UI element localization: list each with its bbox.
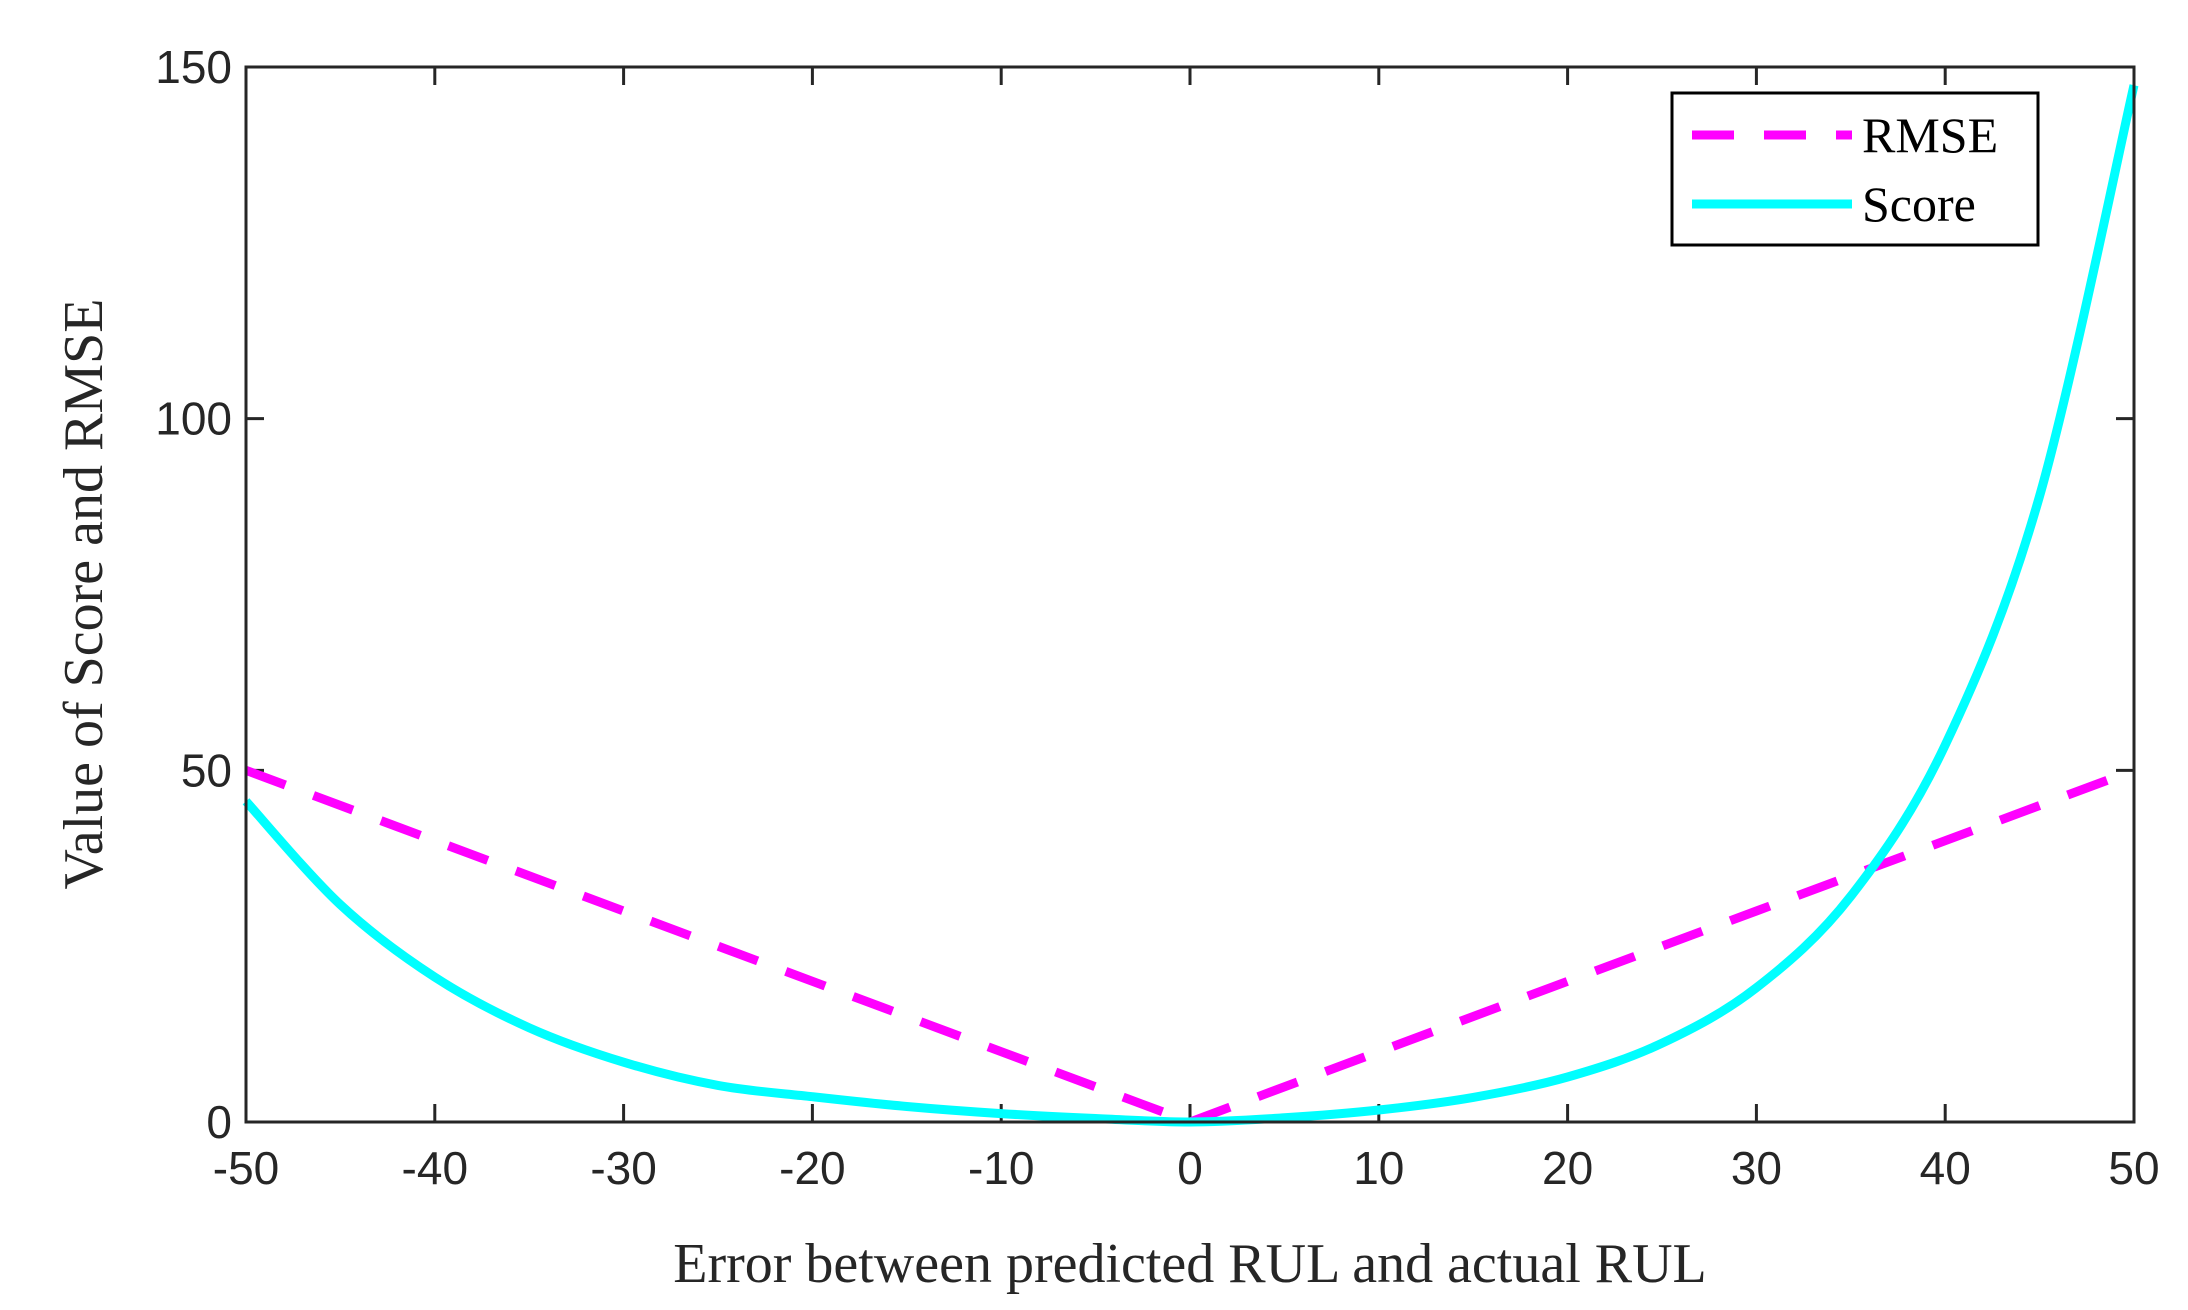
x-tick-label: -50 xyxy=(213,1142,279,1194)
x-tick-label: 50 xyxy=(2108,1142,2159,1194)
x-axis-title: Error between predicted RUL and actual R… xyxy=(673,1233,1707,1295)
y-tick-label: 0 xyxy=(206,1096,232,1148)
x-tick-label: 30 xyxy=(1731,1142,1782,1194)
x-tick-label: 40 xyxy=(1920,1142,1971,1194)
legend-label-rmse: RMSE xyxy=(1862,107,1998,163)
x-tick-label: -30 xyxy=(590,1142,656,1194)
plot-area-frame xyxy=(244,65,2136,1124)
x-tick-label: 0 xyxy=(1177,1142,1203,1194)
x-tick-label: -40 xyxy=(402,1142,468,1194)
y-axis-title: Value of Score and RMSE xyxy=(53,298,115,889)
legend: RMSE Score xyxy=(1670,91,2040,247)
y-tick-label: 100 xyxy=(155,393,232,445)
x-tick-label: -20 xyxy=(779,1142,845,1194)
series-line-score xyxy=(242,84,2139,1127)
x-tick-label: 10 xyxy=(1353,1142,1404,1194)
series-line-rmse xyxy=(244,766,2136,1127)
series-layer xyxy=(242,84,2139,1127)
legend-label-score: Score xyxy=(1862,176,1976,232)
x-tick-label: -10 xyxy=(968,1142,1034,1194)
x-tick-label: 20 xyxy=(1542,1142,1593,1194)
y-tick-label: 150 xyxy=(155,41,232,93)
ticks-layer: -50 -40 -30 -20 -10 0 10 20 30 40 50 0 50 100 150 xyxy=(155,41,2159,1194)
y-tick-label: 50 xyxy=(181,744,232,796)
legend-box xyxy=(1670,91,2040,247)
